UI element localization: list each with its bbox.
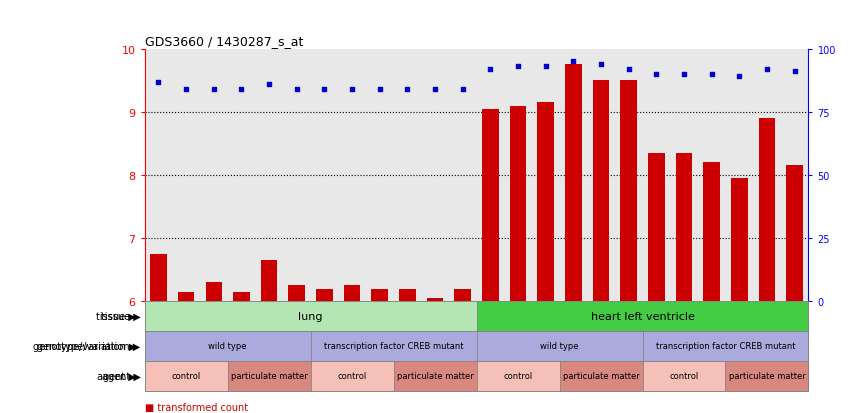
Text: lung: lung [299, 311, 323, 321]
Point [428, 87, 442, 93]
Point [207, 87, 220, 93]
Bar [592, 81, 609, 301]
Point [677, 71, 691, 78]
Bar [676, 154, 693, 301]
Point [483, 66, 497, 73]
Bar [206, 282, 222, 301]
Point [180, 87, 193, 93]
Bar [482, 109, 499, 301]
Bar [786, 166, 803, 301]
Text: particulate matter: particulate matter [231, 371, 307, 380]
Bar [426, 298, 443, 301]
Bar [311, 361, 393, 391]
Point [511, 64, 525, 71]
Text: transcription factor CREB mutant: transcription factor CREB mutant [656, 342, 795, 351]
Text: GDS3660 / 1430287_s_at: GDS3660 / 1430287_s_at [145, 36, 303, 48]
Bar [703, 163, 720, 301]
Point [760, 66, 774, 73]
Bar [317, 289, 333, 301]
Bar [643, 361, 725, 391]
Point [733, 74, 746, 81]
Text: particulate matter: particulate matter [563, 371, 639, 380]
Point [151, 79, 165, 85]
Bar [311, 331, 477, 361]
Bar [228, 361, 311, 391]
Bar [151, 254, 167, 301]
Bar [371, 289, 388, 301]
Bar [178, 292, 194, 301]
Point [401, 87, 414, 93]
Point [346, 87, 359, 93]
Text: transcription factor CREB mutant: transcription factor CREB mutant [324, 342, 463, 351]
Point [235, 87, 248, 93]
Point [539, 64, 552, 71]
Text: control: control [172, 371, 201, 380]
Text: tissue ▶: tissue ▶ [96, 311, 136, 321]
Bar [731, 179, 748, 301]
Text: genotype/variation ▶: genotype/variation ▶ [37, 341, 140, 351]
Bar [759, 119, 775, 301]
Point [594, 62, 608, 68]
Bar [725, 361, 808, 391]
Text: genotype/variation ▶: genotype/variation ▶ [33, 341, 136, 351]
Point [262, 81, 276, 88]
Text: ■ transformed count: ■ transformed count [145, 402, 248, 412]
Bar [399, 289, 415, 301]
Point [622, 66, 636, 73]
Text: heart left ventricle: heart left ventricle [591, 311, 694, 321]
Point [705, 71, 718, 78]
Text: control: control [504, 371, 533, 380]
Bar [620, 81, 637, 301]
Bar [477, 301, 808, 331]
Bar [560, 361, 643, 391]
Point [788, 69, 802, 76]
Text: agent ▶: agent ▶ [101, 371, 140, 381]
Point [290, 87, 304, 93]
Bar [393, 361, 477, 391]
Bar [643, 331, 808, 361]
Bar [565, 65, 582, 301]
Point [649, 71, 663, 78]
Text: particulate matter: particulate matter [397, 371, 473, 380]
Text: wild type: wild type [208, 342, 247, 351]
Bar [477, 331, 643, 361]
Point [317, 87, 331, 93]
Text: control: control [670, 371, 699, 380]
Bar [538, 103, 554, 301]
Bar [288, 286, 305, 301]
Bar [233, 292, 250, 301]
Bar [145, 361, 228, 391]
Bar [145, 331, 311, 361]
Point [373, 87, 386, 93]
Bar [145, 301, 477, 331]
Bar [260, 261, 277, 301]
Bar [344, 286, 361, 301]
Bar [477, 361, 560, 391]
Bar [510, 106, 526, 301]
Text: wild type: wild type [540, 342, 579, 351]
Bar [454, 289, 471, 301]
Bar [648, 154, 665, 301]
Text: particulate matter: particulate matter [728, 371, 805, 380]
Text: agent ▶: agent ▶ [97, 371, 136, 381]
Point [567, 59, 580, 65]
Text: control: control [338, 371, 367, 380]
Text: tissue ▶: tissue ▶ [100, 311, 140, 321]
Point [456, 87, 470, 93]
